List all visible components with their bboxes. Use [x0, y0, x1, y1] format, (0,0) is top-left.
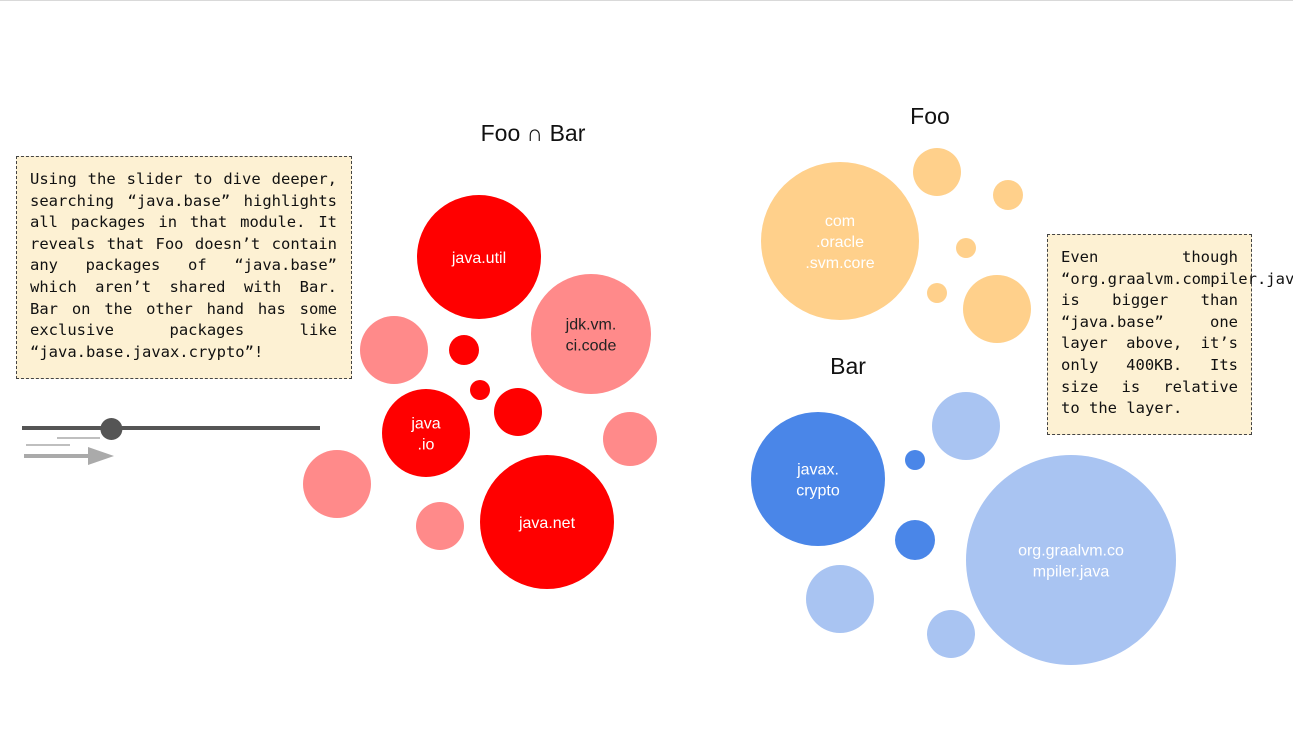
package-bubble[interactable] — [963, 275, 1031, 343]
bubble-label: .io — [418, 437, 435, 454]
intersection-bubble[interactable] — [494, 388, 542, 436]
bubble-label: org.graalvm.co — [1018, 543, 1124, 560]
intersection-title: Foo ∩ Bar — [480, 120, 586, 146]
package-bubble[interactable] — [417, 195, 541, 319]
package-bubble[interactable] — [480, 455, 614, 589]
bar-bubble[interactable] — [927, 610, 975, 658]
foo-bubble[interactable]: com .oracle .svm.core — [761, 162, 919, 320]
bar-bubble[interactable] — [905, 450, 925, 470]
bar-bubble[interactable]: org.graalvm.co mpiler.java — [966, 455, 1176, 665]
package-bubble[interactable] — [761, 162, 919, 320]
foo-bubble[interactable] — [993, 180, 1023, 210]
foo-bubble[interactable] — [956, 238, 976, 258]
package-bubble[interactable] — [531, 274, 651, 394]
intersection-bubble[interactable]: java.util — [417, 195, 541, 319]
package-bubble[interactable] — [927, 610, 975, 658]
bubble-label: mpiler.java — [1033, 564, 1110, 581]
package-bubble[interactable] — [905, 450, 925, 470]
slider-knob[interactable] — [100, 418, 123, 440]
package-bubble[interactable] — [494, 388, 542, 436]
bubble-label: com — [825, 213, 855, 230]
foo-bubble[interactable] — [927, 283, 947, 303]
package-bubble[interactable] — [303, 450, 371, 518]
package-bubble[interactable] — [913, 148, 961, 196]
intersection-bubble[interactable] — [360, 316, 428, 384]
arrow-right-icon — [88, 447, 114, 465]
depth-slider[interactable] — [22, 418, 320, 465]
bubble-label: .svm.core — [805, 255, 874, 272]
package-bubble[interactable] — [993, 180, 1023, 210]
package-bubble[interactable] — [360, 316, 428, 384]
package-bubble[interactable] — [449, 335, 479, 365]
intersection-bubble[interactable] — [416, 502, 464, 550]
bubble-label: java.net — [518, 515, 576, 532]
top-divider — [0, 0, 1293, 1]
bar-bubble[interactable] — [932, 392, 1000, 460]
bar-bubble[interactable]: javax. crypto — [751, 412, 885, 546]
package-bubble[interactable] — [956, 238, 976, 258]
size-explanation-note: Even though “org.graalvm.compiler.java” … — [1047, 234, 1293, 435]
foo-bubble[interactable] — [963, 275, 1031, 343]
intersection-bubble[interactable] — [449, 335, 479, 365]
package-bubble[interactable] — [932, 392, 1000, 460]
foo-title: Foo — [910, 103, 950, 129]
package-bubble[interactable] — [895, 520, 935, 560]
intersection-bubble[interactable]: jdk.vm. ci.code — [531, 274, 651, 394]
slider-explanation-note: Using the slider to dive deeper, searchi… — [16, 156, 352, 379]
bubble-label: .oracle — [816, 234, 864, 251]
bubble-label: crypto — [796, 483, 840, 500]
intersection-bubble[interactable] — [303, 450, 371, 518]
intersection-bubble[interactable]: java.net — [480, 455, 614, 589]
bubble-label: ci.code — [566, 338, 617, 355]
bubble-label: java.util — [451, 250, 506, 267]
intersection-bubble[interactable]: java .io — [382, 389, 470, 477]
bar-title: Bar — [830, 353, 866, 379]
package-bubble[interactable] — [603, 412, 657, 466]
foo-bubble[interactable] — [913, 148, 961, 196]
package-bubble[interactable] — [751, 412, 885, 546]
intersection-bubble[interactable] — [603, 412, 657, 466]
package-bubble[interactable] — [966, 455, 1176, 665]
package-bubble[interactable] — [806, 565, 874, 633]
package-bubble[interactable] — [416, 502, 464, 550]
bar-bubble[interactable] — [895, 520, 935, 560]
bar-bubble[interactable] — [806, 565, 874, 633]
package-bubble[interactable] — [470, 380, 490, 400]
package-bubble[interactable] — [382, 389, 470, 477]
bubble-label: javax. — [796, 462, 839, 479]
intersection-bubble[interactable] — [470, 380, 490, 400]
bubble-label: jdk.vm. — [565, 317, 617, 334]
bubble-label: java — [410, 416, 440, 433]
package-bubble[interactable] — [927, 283, 947, 303]
